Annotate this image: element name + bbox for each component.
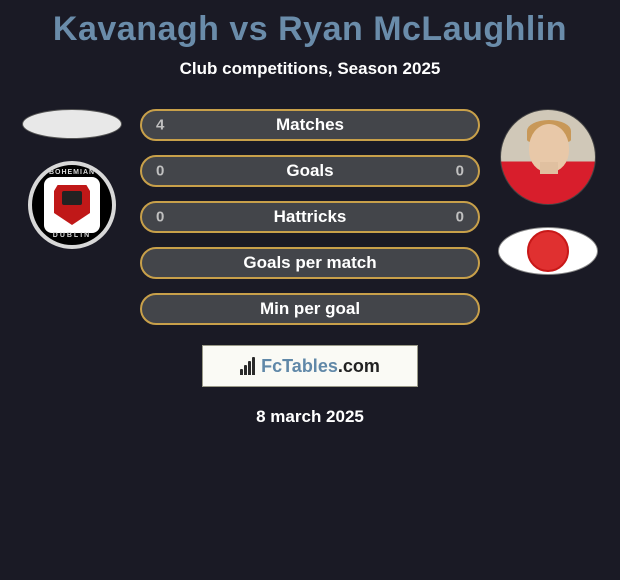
stat-label: Min per goal bbox=[260, 299, 360, 319]
shield-icon bbox=[54, 185, 90, 225]
comparison-area: BOHEMIAN DUBLIN 4 Matches 0 Goals 0 0 Ha… bbox=[0, 109, 620, 325]
watermark-logo-box: FcTables.com bbox=[202, 345, 418, 387]
crest-arc-top-text: BOHEMIAN bbox=[32, 169, 112, 176]
left-club-crest: BOHEMIAN DUBLIN bbox=[28, 161, 116, 249]
stat-value-left: 0 bbox=[156, 209, 164, 226]
bar-chart-icon bbox=[240, 357, 255, 375]
page-title: Kavanagh vs Ryan McLaughlin bbox=[0, 10, 620, 49]
right-player-column bbox=[498, 109, 598, 275]
date-label: 8 march 2025 bbox=[0, 407, 620, 427]
stat-label: Matches bbox=[276, 115, 344, 135]
crest-inner-icon bbox=[527, 230, 569, 272]
stat-row-matches: 4 Matches bbox=[140, 109, 480, 141]
watermark-text-suffix: .com bbox=[338, 356, 380, 376]
stat-label: Hattricks bbox=[274, 207, 347, 227]
stat-label: Goals per match bbox=[243, 253, 376, 273]
avatar-neck-icon bbox=[540, 162, 558, 174]
left-player-avatar-placeholder bbox=[22, 109, 122, 139]
subtitle: Club competitions, Season 2025 bbox=[0, 59, 620, 79]
stat-row-goals-per-match: Goals per match bbox=[140, 247, 480, 279]
watermark-text-main: FcTables bbox=[261, 356, 338, 376]
stat-value-right: 0 bbox=[456, 163, 464, 180]
stat-value-left: 4 bbox=[156, 117, 164, 134]
stat-rows: 4 Matches 0 Goals 0 0 Hattricks 0 Goals … bbox=[140, 109, 480, 325]
stat-row-min-per-goal: Min per goal bbox=[140, 293, 480, 325]
stat-label: Goals bbox=[286, 161, 333, 181]
watermark-text: FcTables.com bbox=[261, 356, 380, 377]
stat-row-hattricks: 0 Hattricks 0 bbox=[140, 201, 480, 233]
crest-arc-bottom-text: DUBLIN bbox=[32, 232, 112, 239]
stat-row-goals: 0 Goals 0 bbox=[140, 155, 480, 187]
right-player-avatar bbox=[500, 109, 596, 205]
crest-inner bbox=[44, 177, 100, 233]
right-club-crest bbox=[498, 227, 598, 275]
left-player-column: BOHEMIAN DUBLIN bbox=[22, 109, 122, 249]
stat-value-right: 0 bbox=[456, 209, 464, 226]
stat-value-left: 0 bbox=[156, 163, 164, 180]
